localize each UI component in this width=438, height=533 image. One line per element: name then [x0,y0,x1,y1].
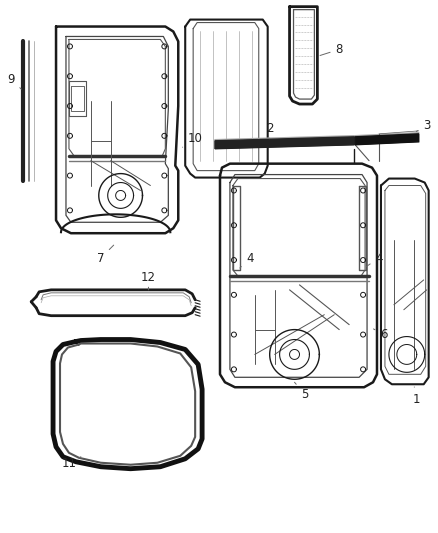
Text: 10: 10 [183,132,203,147]
Text: 6: 6 [374,328,388,341]
Text: 8: 8 [320,43,343,56]
Text: 7: 7 [97,245,114,264]
Text: 4: 4 [240,252,254,268]
Text: 1: 1 [413,387,420,406]
Text: 9: 9 [7,72,21,89]
Text: 4: 4 [367,252,383,266]
Polygon shape [215,137,354,149]
Text: 5: 5 [294,382,308,401]
Text: 11: 11 [61,457,81,470]
Text: 2: 2 [266,123,273,139]
Text: 3: 3 [416,119,431,132]
Polygon shape [355,134,419,145]
Text: 12: 12 [141,271,156,290]
